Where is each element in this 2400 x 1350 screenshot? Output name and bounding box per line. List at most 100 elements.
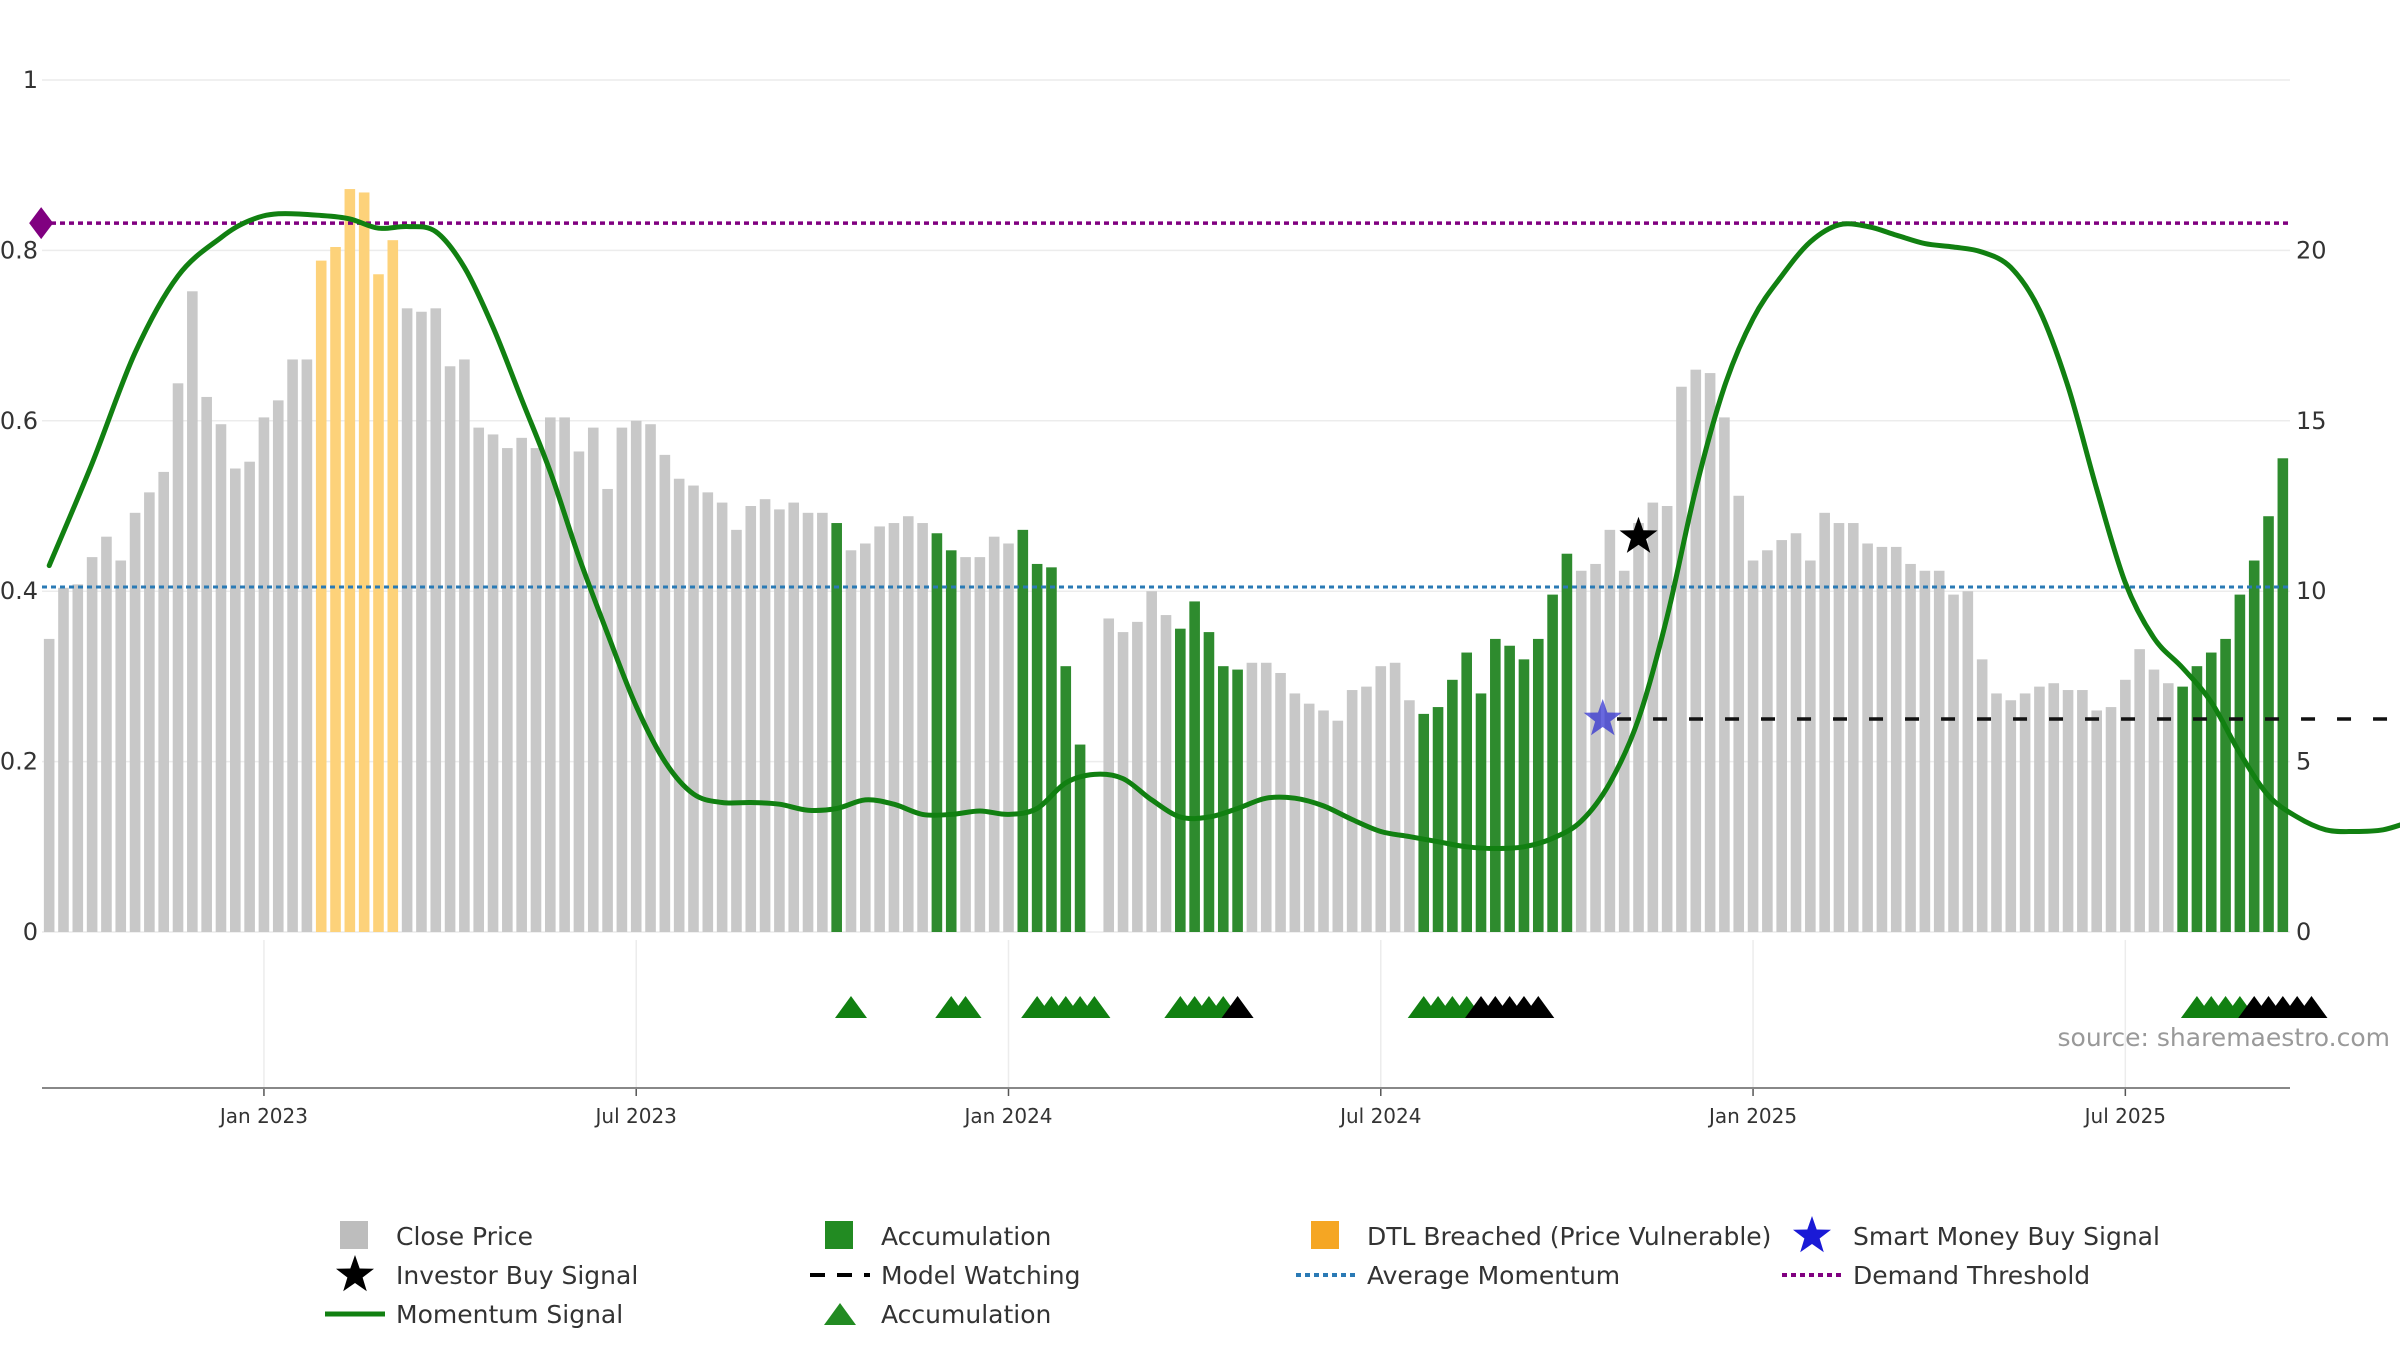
close-price-bar: [1747, 560, 1759, 932]
close-price-bar: [115, 560, 127, 932]
close-price-bar: [1375, 666, 1387, 932]
close-price-bar: [960, 557, 971, 932]
close-price-bar: [1590, 563, 1601, 932]
legend-swatch: [1311, 1221, 1339, 1249]
close-price-bar: [530, 448, 542, 932]
accumulation-bar: [1447, 679, 1458, 932]
accumulation-bar: [831, 523, 842, 932]
close-price-bar: [2091, 710, 2102, 932]
legend-label: Model Watching: [881, 1261, 1081, 1290]
close-price-bar: [988, 536, 1000, 932]
close-price-bar: [1733, 495, 1745, 932]
close-price-bar: [602, 488, 613, 932]
close-price-bar: [230, 468, 241, 932]
accumulation-bar: [2220, 638, 2231, 932]
accumulation-bar: [1074, 744, 1086, 932]
close-price-bar: [1962, 591, 1974, 932]
legend-item: Accumulation: [825, 1221, 1051, 1251]
accumulation-bar: [1175, 628, 1186, 932]
close-price-bar: [215, 424, 227, 932]
close-price-bar: [1275, 672, 1286, 932]
legend-swatch: [340, 1221, 368, 1249]
accumulation-bar: [1060, 666, 1072, 932]
close-price-bar: [201, 396, 212, 933]
left-tick-label: 0.8: [0, 236, 38, 264]
close-price-bar: [1389, 662, 1401, 932]
close-price-bar: [731, 529, 742, 932]
close-price-bar: [502, 448, 513, 932]
right-tick-label: 15: [2296, 407, 2327, 435]
close-price-bar: [1719, 417, 1730, 933]
signal-triangle: [2295, 996, 2328, 1018]
close-price-bar: [1919, 570, 1931, 932]
legend-item: Average Momentum: [1296, 1261, 1620, 1290]
legend-item: Demand Threshold: [1782, 1261, 2090, 1290]
close-price-bar: [487, 434, 499, 932]
close-price-bar: [1132, 621, 1143, 932]
close-price-bar: [630, 420, 642, 932]
legend-item: Momentum Signal: [325, 1300, 623, 1329]
dtl-bar: [344, 189, 356, 932]
accumulation-bar: [931, 533, 943, 932]
close-price-bar: [1003, 543, 1014, 932]
close-price-bar: [673, 478, 685, 932]
close-price-bar: [874, 526, 885, 932]
close-price-bar: [759, 499, 771, 932]
left-tick-label: 0.4: [0, 577, 38, 605]
x-tick-label: Jan 2024: [962, 1104, 1052, 1128]
close-price-bar: [1790, 533, 1802, 932]
close-price-bar: [2048, 683, 2060, 932]
close-price-bar: [86, 557, 98, 932]
accumulation-bar: [1232, 669, 1243, 932]
close-price-bar: [2062, 690, 2074, 932]
x-tick-label: Jan 2023: [218, 1104, 308, 1128]
close-price-bar: [1289, 693, 1301, 932]
close-price-bar: [1246, 662, 1258, 932]
close-price-bar: [2120, 679, 2131, 932]
close-price-bar: [688, 485, 699, 932]
close-price-bar: [144, 492, 155, 932]
accumulation-bar: [1189, 601, 1200, 932]
accumulation-bar: [1518, 659, 1530, 932]
momentum-signal-line: [46, 211, 2400, 851]
legend-label: Accumulation: [881, 1300, 1051, 1329]
legend-label: Investor Buy Signal: [396, 1261, 638, 1290]
close-price-bar: [2148, 669, 2160, 932]
close-price-bar: [1805, 560, 1816, 932]
close-price-bar: [659, 454, 671, 932]
close-price-bar: [1633, 523, 1644, 932]
left-tick-label: 1: [23, 66, 38, 94]
close-price-bar: [545, 417, 556, 933]
accumulation-bar: [2248, 560, 2260, 932]
close-price-bar: [287, 359, 298, 932]
left-tick-label: 0.2: [0, 748, 38, 776]
close-price-bar: [416, 311, 427, 932]
close-price-bar: [1361, 686, 1372, 932]
close-price-bar: [101, 536, 112, 932]
close-price-bar: [1690, 369, 1702, 932]
close-price-bar: [888, 523, 900, 932]
dtl-bar: [373, 274, 384, 933]
signal-triangle: [1221, 996, 1254, 1018]
right-tick-label: 20: [2296, 236, 2327, 264]
legend-star: [1793, 1216, 1831, 1253]
close-price-bar: [845, 550, 857, 932]
close-price-bar: [1332, 720, 1344, 932]
x-tick-label: Jul 2024: [1338, 1104, 1421, 1128]
dtl-bar: [315, 260, 327, 932]
accumulation-bar: [2191, 666, 2203, 932]
legend: Close Price Accumulation DTL Breached (Pri…: [325, 1216, 2160, 1329]
close-price-bar: [473, 427, 485, 932]
legend-item: Investor Buy Signal: [336, 1255, 638, 1292]
close-price-bar: [459, 359, 470, 932]
legend-star: [336, 1255, 374, 1292]
close-price-bar: [1948, 594, 1959, 932]
close-price-bar: [917, 523, 928, 932]
accumulation-triangle: [834, 996, 867, 1018]
close-price-bar: [1661, 506, 1673, 932]
close-price-bar: [401, 308, 413, 932]
close-price-bar: [1905, 563, 1916, 932]
accumulation-bar: [1547, 594, 1558, 932]
accumulation-bar: [1532, 638, 1544, 932]
close-price-bar: [1862, 543, 1873, 932]
